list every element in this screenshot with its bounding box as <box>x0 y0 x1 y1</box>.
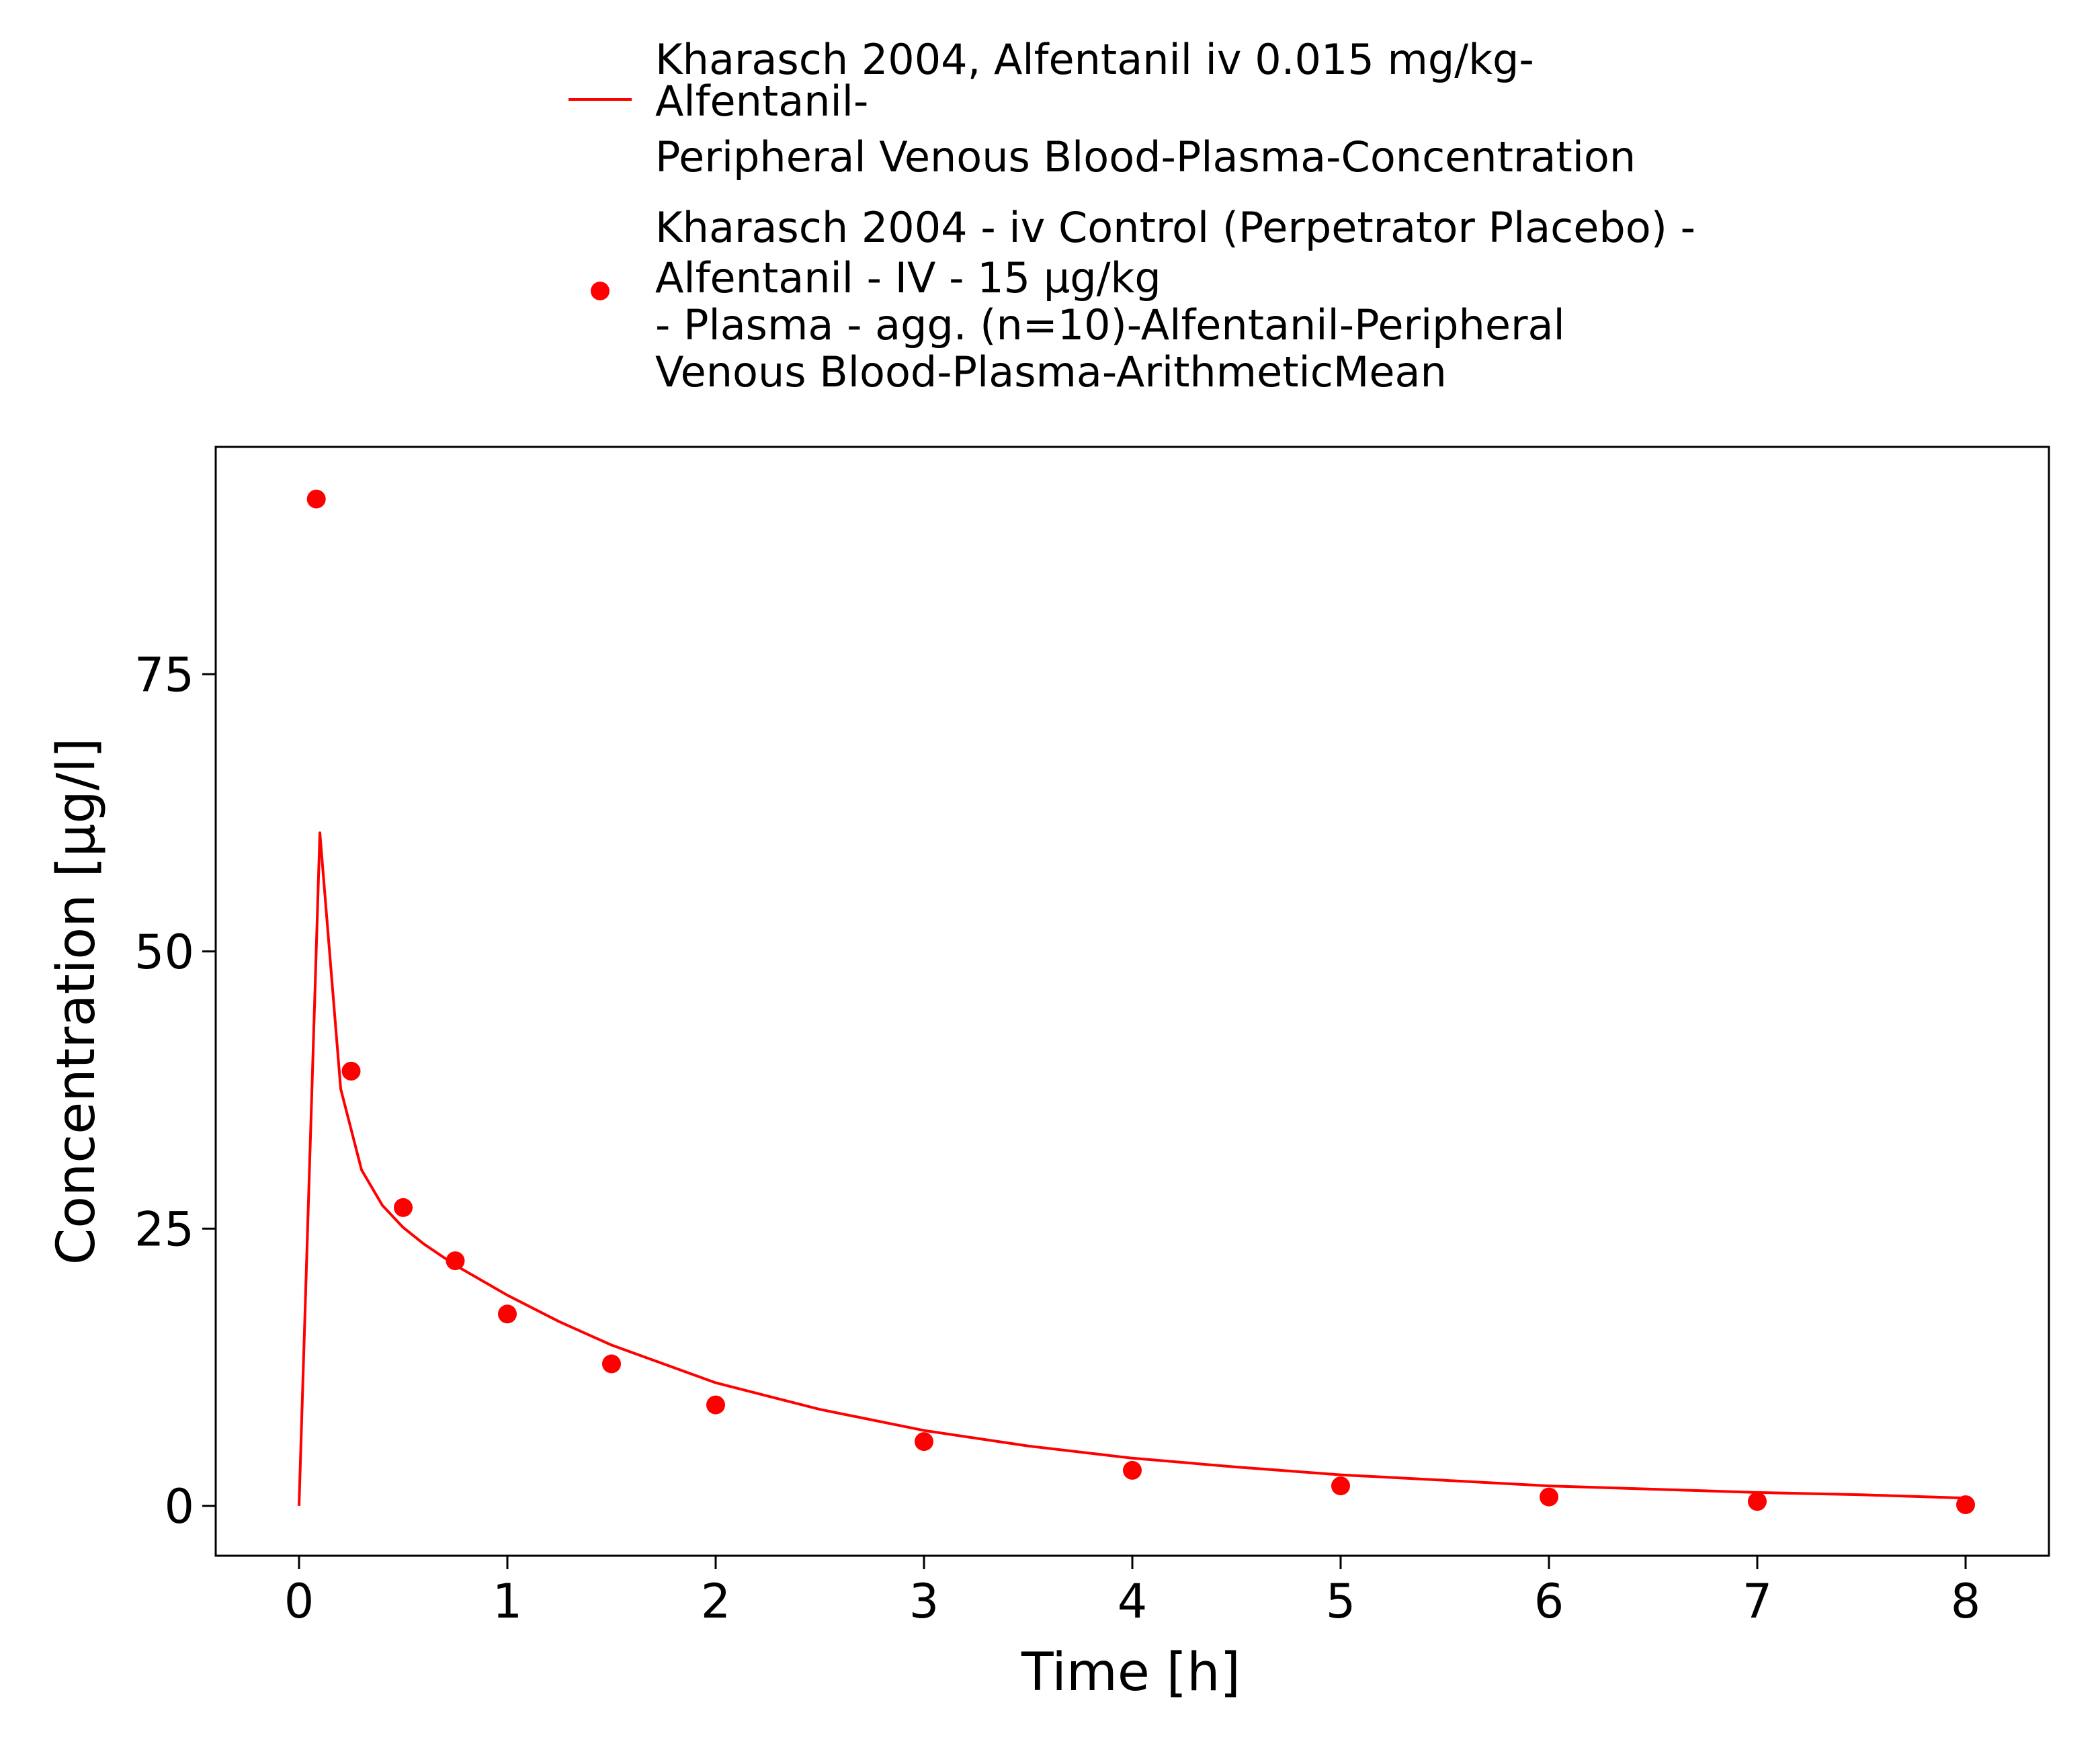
y-tick-label: 25 <box>134 1202 194 1257</box>
observed-data-point <box>1123 1460 1142 1480</box>
legend-line-text-3: Peripheral Venous Blood-Plasma-Concentra… <box>655 132 1636 181</box>
x-axis-title: Time [h] <box>1021 1642 1241 1703</box>
x-tick-label: 4 <box>1118 1574 1148 1629</box>
plot-panel <box>214 446 2050 1557</box>
x-tick-label: 7 <box>1742 1574 1773 1629</box>
legend-entry-line: Kharasch 2004, Alfentanil iv 0.015 mg/kg… <box>655 35 1636 181</box>
legend-point-text-1: Kharasch 2004 - iv Control (Perpetrator … <box>655 203 1695 252</box>
observed-data-point <box>602 1354 621 1374</box>
observed-data-point <box>306 489 326 509</box>
legend-point-text-4: Venous Blood-Plasma-ArithmeticMean <box>655 347 1447 396</box>
observed-data-point <box>394 1198 413 1217</box>
observed-data-point <box>1331 1476 1350 1496</box>
y-tick-label: 0 <box>164 1479 194 1534</box>
x-tick-label: 6 <box>1534 1574 1564 1629</box>
x-tick-label: 3 <box>909 1574 939 1629</box>
observed-data-point <box>915 1432 933 1452</box>
observed-data-point <box>341 1061 361 1081</box>
legend-point-text-3: - Plasma - agg. (n=10)-Alfentanil-Periph… <box>655 300 1565 349</box>
y-axis-title: Concentration [µg/l] <box>46 738 107 1265</box>
legend-point-text-2: Alfentanil - IV - 15 µg/kg <box>655 253 1161 302</box>
y-tick-label: 75 <box>134 647 194 702</box>
x-tick-label: 0 <box>284 1574 314 1629</box>
x-tick-label: 2 <box>701 1574 731 1629</box>
legend-point-swatch <box>591 282 610 300</box>
observed-data-point <box>498 1304 517 1324</box>
legend-entry-points: Kharasch 2004 - iv Control (Perpetrator … <box>655 203 1709 396</box>
x-tick-label: 8 <box>1951 1574 1981 1629</box>
y-tick-label: 50 <box>134 925 194 980</box>
x-tick-label: 1 <box>493 1574 523 1629</box>
y-axis: 0 25 50 75 <box>134 647 216 1534</box>
observed-data-point <box>1748 1492 1767 1511</box>
observed-data-point <box>706 1395 725 1415</box>
simulated-concentration-line <box>298 831 1966 1506</box>
x-tick-label: 5 <box>1326 1574 1356 1629</box>
observed-data-point <box>446 1251 465 1271</box>
legend: Kharasch 2004, Alfentanil iv 0.015 mg/kg… <box>569 35 1709 396</box>
legend-line-text-1: Kharasch 2004, Alfentanil iv 0.015 mg/kg… <box>655 35 1534 84</box>
legend-line-text-2: Alfentanil- <box>655 77 868 126</box>
observed-data-point <box>1540 1487 1558 1507</box>
series-layer <box>298 489 1975 1515</box>
x-axis: 0 1 2 3 4 5 6 7 8 <box>284 1556 1981 1629</box>
observed-data-point <box>1956 1495 1975 1515</box>
